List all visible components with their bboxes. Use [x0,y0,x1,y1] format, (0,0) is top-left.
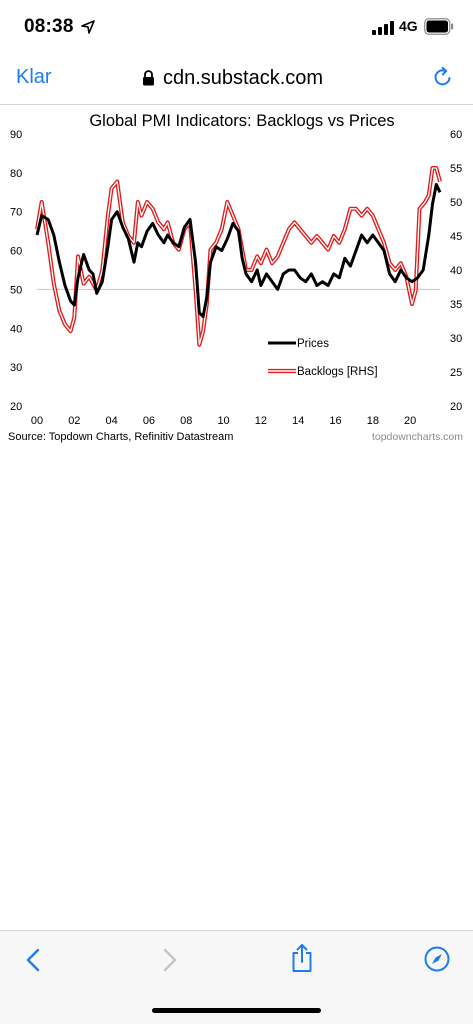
right-axis-tick: 30 [450,333,462,345]
series-prices-line [35,183,442,319]
right-axis-tick: 55 [450,163,462,175]
x-axis-tick: 20 [404,415,416,427]
compass-icon[interactable] [423,945,451,973]
x-axis-tick: 16 [329,415,341,427]
left-axis-tick: 50 [10,284,22,296]
toolbar-divider [0,104,473,105]
location-arrow-icon [81,20,95,34]
back-icon[interactable] [21,947,47,973]
chart-image: Global PMI Indicators: Backlogs vs Price… [0,105,473,450]
bottom-toolbar [0,930,473,1024]
right-axis-tick: 40 [450,265,462,277]
x-axis-tick: 08 [180,415,192,427]
left-axis-tick: 20 [10,401,22,413]
x-axis-tick: 06 [143,415,155,427]
browser-toolbar: Klar cdn.substack.com [0,56,473,104]
x-axis-tick: 14 [292,415,304,427]
lock-icon [143,70,154,86]
done-button[interactable]: Klar [16,66,52,88]
right-axis-tick: 35 [450,299,462,311]
chart-title: Global PMI Indicators: Backlogs vs Price… [89,112,394,130]
battery-icon [424,18,454,35]
x-axis-tick: 00 [31,415,43,427]
share-icon[interactable] [289,943,315,973]
chart-source: Source: Topdown Charts, Refinitiv Datast… [8,431,233,443]
left-axis-tick: 30 [10,362,22,374]
network-type: 4G [399,18,418,34]
series-backlogs-line [36,167,441,346]
chart-legend: Prices Backlogs [RHS] [268,338,378,378]
x-axis-tick: 10 [217,415,229,427]
left-axis-tick: 70 [10,207,22,219]
legend-prices-label: Prices [297,338,329,350]
right-axis-tick: 50 [450,197,462,209]
address-bar[interactable]: cdn.substack.com [142,65,323,91]
cellular-signal-icon [372,21,394,35]
x-axis-tick: 18 [367,415,379,427]
legend-backlogs-label: Backlogs [RHS] [297,366,378,378]
x-axis-tick: 02 [68,415,80,427]
right-axis-tick: 45 [450,231,462,243]
left-axis-tick: 60 [10,246,22,258]
home-indicator [152,1008,321,1013]
status-time: 08:38 [24,16,74,37]
left-axis-tick: 90 [10,129,22,141]
left-axis-tick: 80 [10,168,22,180]
url-text: cdn.substack.com [163,66,324,89]
status-bar: 08:38 4G [0,0,473,56]
left-axis-tick: 40 [10,323,22,335]
right-axis-tick: 25 [450,367,462,379]
series-backlogs-outline [35,166,442,347]
right-axis-tick: 20 [450,401,462,413]
x-axis-tick: 12 [255,415,267,427]
pmi-chart: Global PMI Indicators: Backlogs vs Price… [8,112,463,443]
x-axis-tick: 04 [106,415,118,427]
chart-watermark: topdowncharts.com [372,431,463,443]
forward-icon[interactable] [156,947,182,973]
right-axis-tick: 60 [450,129,462,141]
reload-icon[interactable] [432,66,454,88]
